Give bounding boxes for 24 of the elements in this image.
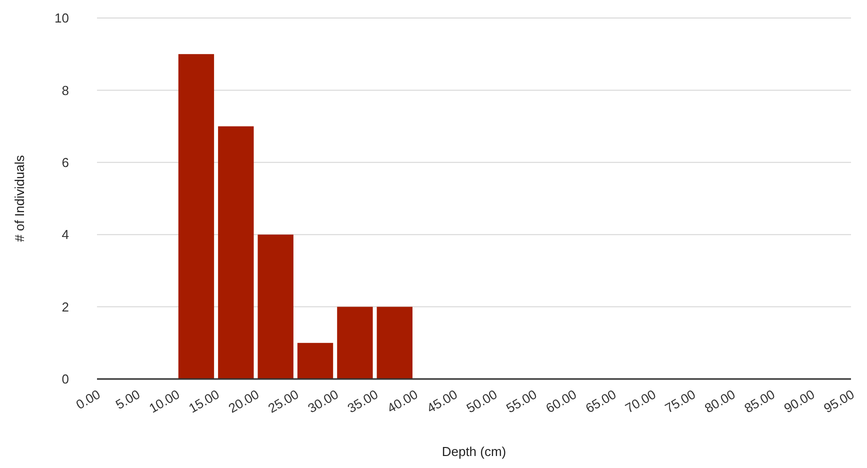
y-tick-label: 0: [62, 372, 69, 387]
x-tick-label: 75.00: [662, 386, 698, 416]
y-tick-label: 8: [62, 82, 69, 98]
x-tick-label: 50.00: [464, 386, 500, 416]
x-tick-label: 65.00: [582, 386, 619, 416]
y-tick-label: 2: [62, 299, 69, 314]
x-tick-label: 80.00: [702, 386, 738, 416]
x-tick-label: 5.00: [113, 386, 142, 412]
x-tick-label: 0.00: [73, 386, 103, 412]
x-axis-title: Depth (cm): [442, 444, 506, 459]
x-tick-label: 40.00: [384, 386, 420, 416]
y-tick-label: 6: [62, 154, 69, 170]
y-tick-label: 10: [54, 10, 69, 26]
y-axis-title: # of Individuals: [12, 154, 27, 242]
x-tick-label: 45.00: [424, 386, 460, 416]
x-tick-label: 35.00: [344, 386, 381, 416]
y-tick-label: 4: [62, 227, 69, 242]
x-tick-label: 55.00: [504, 386, 540, 416]
x-tick-label: 70.00: [622, 386, 658, 416]
x-tick-label: 90.00: [781, 386, 818, 416]
x-tick-label: 30.00: [305, 386, 341, 416]
x-tick-label: 95.00: [821, 386, 857, 416]
x-tick-label: 85.00: [742, 386, 778, 416]
x-tick-label: 60.00: [543, 386, 579, 416]
